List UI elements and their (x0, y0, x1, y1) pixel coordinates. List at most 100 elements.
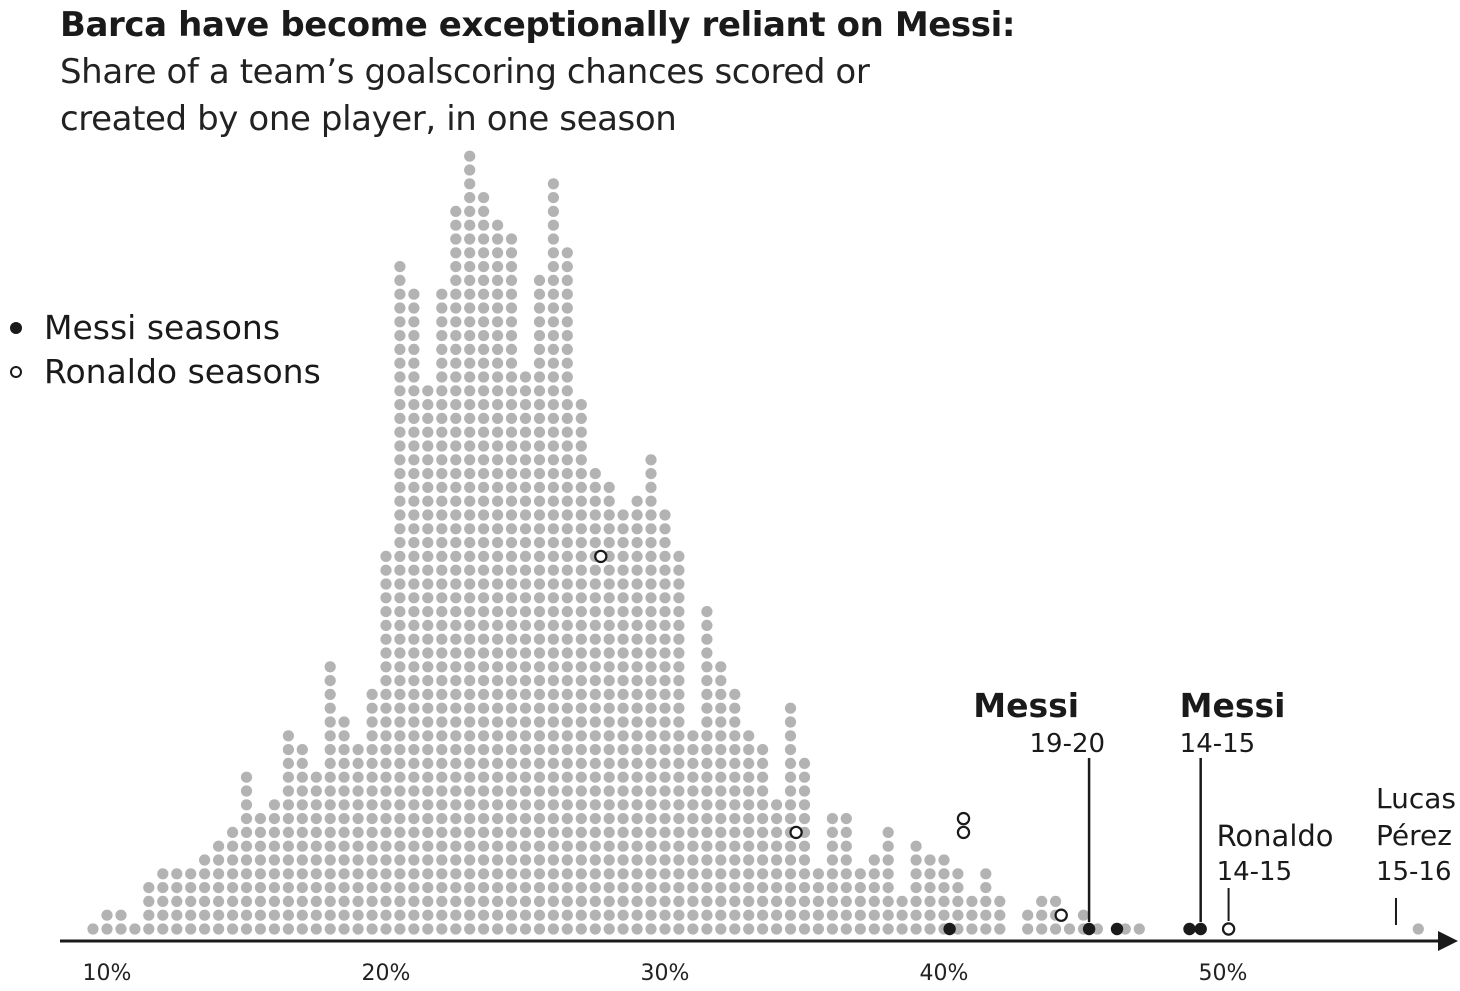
season-dot (882, 840, 894, 852)
season-dot (868, 868, 880, 880)
season-dot (478, 357, 490, 369)
season-dot (659, 675, 671, 687)
season-dot (617, 840, 629, 852)
season-dot (575, 454, 587, 466)
season-dot (324, 757, 336, 770)
season-dot (338, 744, 350, 756)
season-dot (366, 826, 378, 839)
season-dot (450, 205, 462, 217)
season-dot (547, 454, 560, 466)
season-dot (478, 385, 490, 397)
season-dot (617, 509, 629, 521)
season-dot (436, 343, 448, 355)
season-dot (408, 592, 420, 604)
season-dot (296, 826, 308, 839)
season-dot (408, 371, 420, 383)
season-dot (659, 688, 671, 701)
season-dot (324, 813, 336, 825)
season-dot (575, 868, 587, 880)
season-dot (743, 868, 755, 880)
season-dot (659, 578, 671, 590)
season-dot (282, 757, 294, 770)
season-dot (408, 799, 420, 811)
season-dot (743, 744, 755, 756)
season-dot (492, 633, 504, 645)
season-dot (826, 854, 839, 866)
season-dot (352, 868, 364, 880)
season-dot (352, 840, 364, 852)
season-dot (784, 771, 797, 783)
season-dot (547, 205, 560, 217)
season-dot (631, 785, 643, 797)
season-dot (436, 481, 448, 493)
season-dot (715, 895, 727, 908)
season-dot (729, 923, 741, 935)
season-dot (547, 813, 560, 825)
season-dot (631, 882, 643, 894)
season-dot (450, 440, 462, 452)
season-dot (505, 343, 518, 355)
season-dot (436, 330, 448, 342)
season-dot (771, 909, 783, 921)
season-dot (659, 647, 671, 659)
season-dot (199, 854, 211, 866)
season-dot (338, 840, 350, 852)
season-dot (617, 771, 629, 783)
season-dot (464, 440, 476, 452)
season-dot (561, 261, 573, 273)
season-dot (366, 744, 378, 756)
season-dot (701, 716, 713, 728)
season-dot (185, 895, 197, 908)
season-dot (464, 744, 476, 756)
season-dot (254, 895, 266, 908)
season-dot (673, 619, 685, 632)
season-dot (882, 882, 894, 894)
season-dot (938, 854, 950, 866)
season-dot (533, 481, 546, 493)
season-dot (994, 909, 1006, 921)
legend-item-ronaldo: Ronaldo seasons (4, 350, 321, 394)
season-dot (603, 868, 615, 880)
season-dot (547, 247, 560, 259)
season-dot (533, 537, 546, 549)
season-dot (575, 909, 587, 921)
season-dot (952, 868, 964, 880)
season-dot (617, 923, 629, 935)
season-dot (575, 412, 587, 424)
season-dot (645, 909, 657, 921)
season-dot (771, 868, 783, 880)
season-dot (533, 868, 546, 880)
season-dot (505, 468, 518, 480)
season-dot (366, 785, 378, 797)
season-dot (282, 895, 294, 908)
season-dot (645, 523, 657, 535)
x-axis (60, 931, 1458, 951)
season-dot (687, 826, 699, 839)
season-dot (771, 882, 783, 894)
season-dot (687, 813, 699, 825)
season-dot (673, 550, 685, 563)
season-dot (812, 909, 825, 921)
season-dot (519, 412, 532, 424)
season-dot (784, 799, 797, 811)
season-dot (240, 785, 253, 797)
season-dot (715, 702, 727, 714)
season-dot (268, 826, 280, 839)
season-dot (296, 923, 308, 935)
season-dot (268, 909, 280, 921)
season-dot (771, 840, 783, 852)
season-dot (729, 716, 741, 728)
season-dot (464, 578, 476, 590)
season-dot (380, 771, 392, 783)
season-dot (547, 564, 560, 576)
season-dot (687, 882, 699, 894)
season-dot (519, 909, 532, 921)
season-dot (143, 909, 155, 921)
season-dot (603, 757, 615, 770)
season-dot (645, 564, 657, 576)
season-dot (394, 509, 406, 521)
season-dot (436, 757, 448, 770)
season-dot (505, 426, 518, 438)
season-dot (422, 813, 434, 825)
season-dot (394, 826, 406, 839)
